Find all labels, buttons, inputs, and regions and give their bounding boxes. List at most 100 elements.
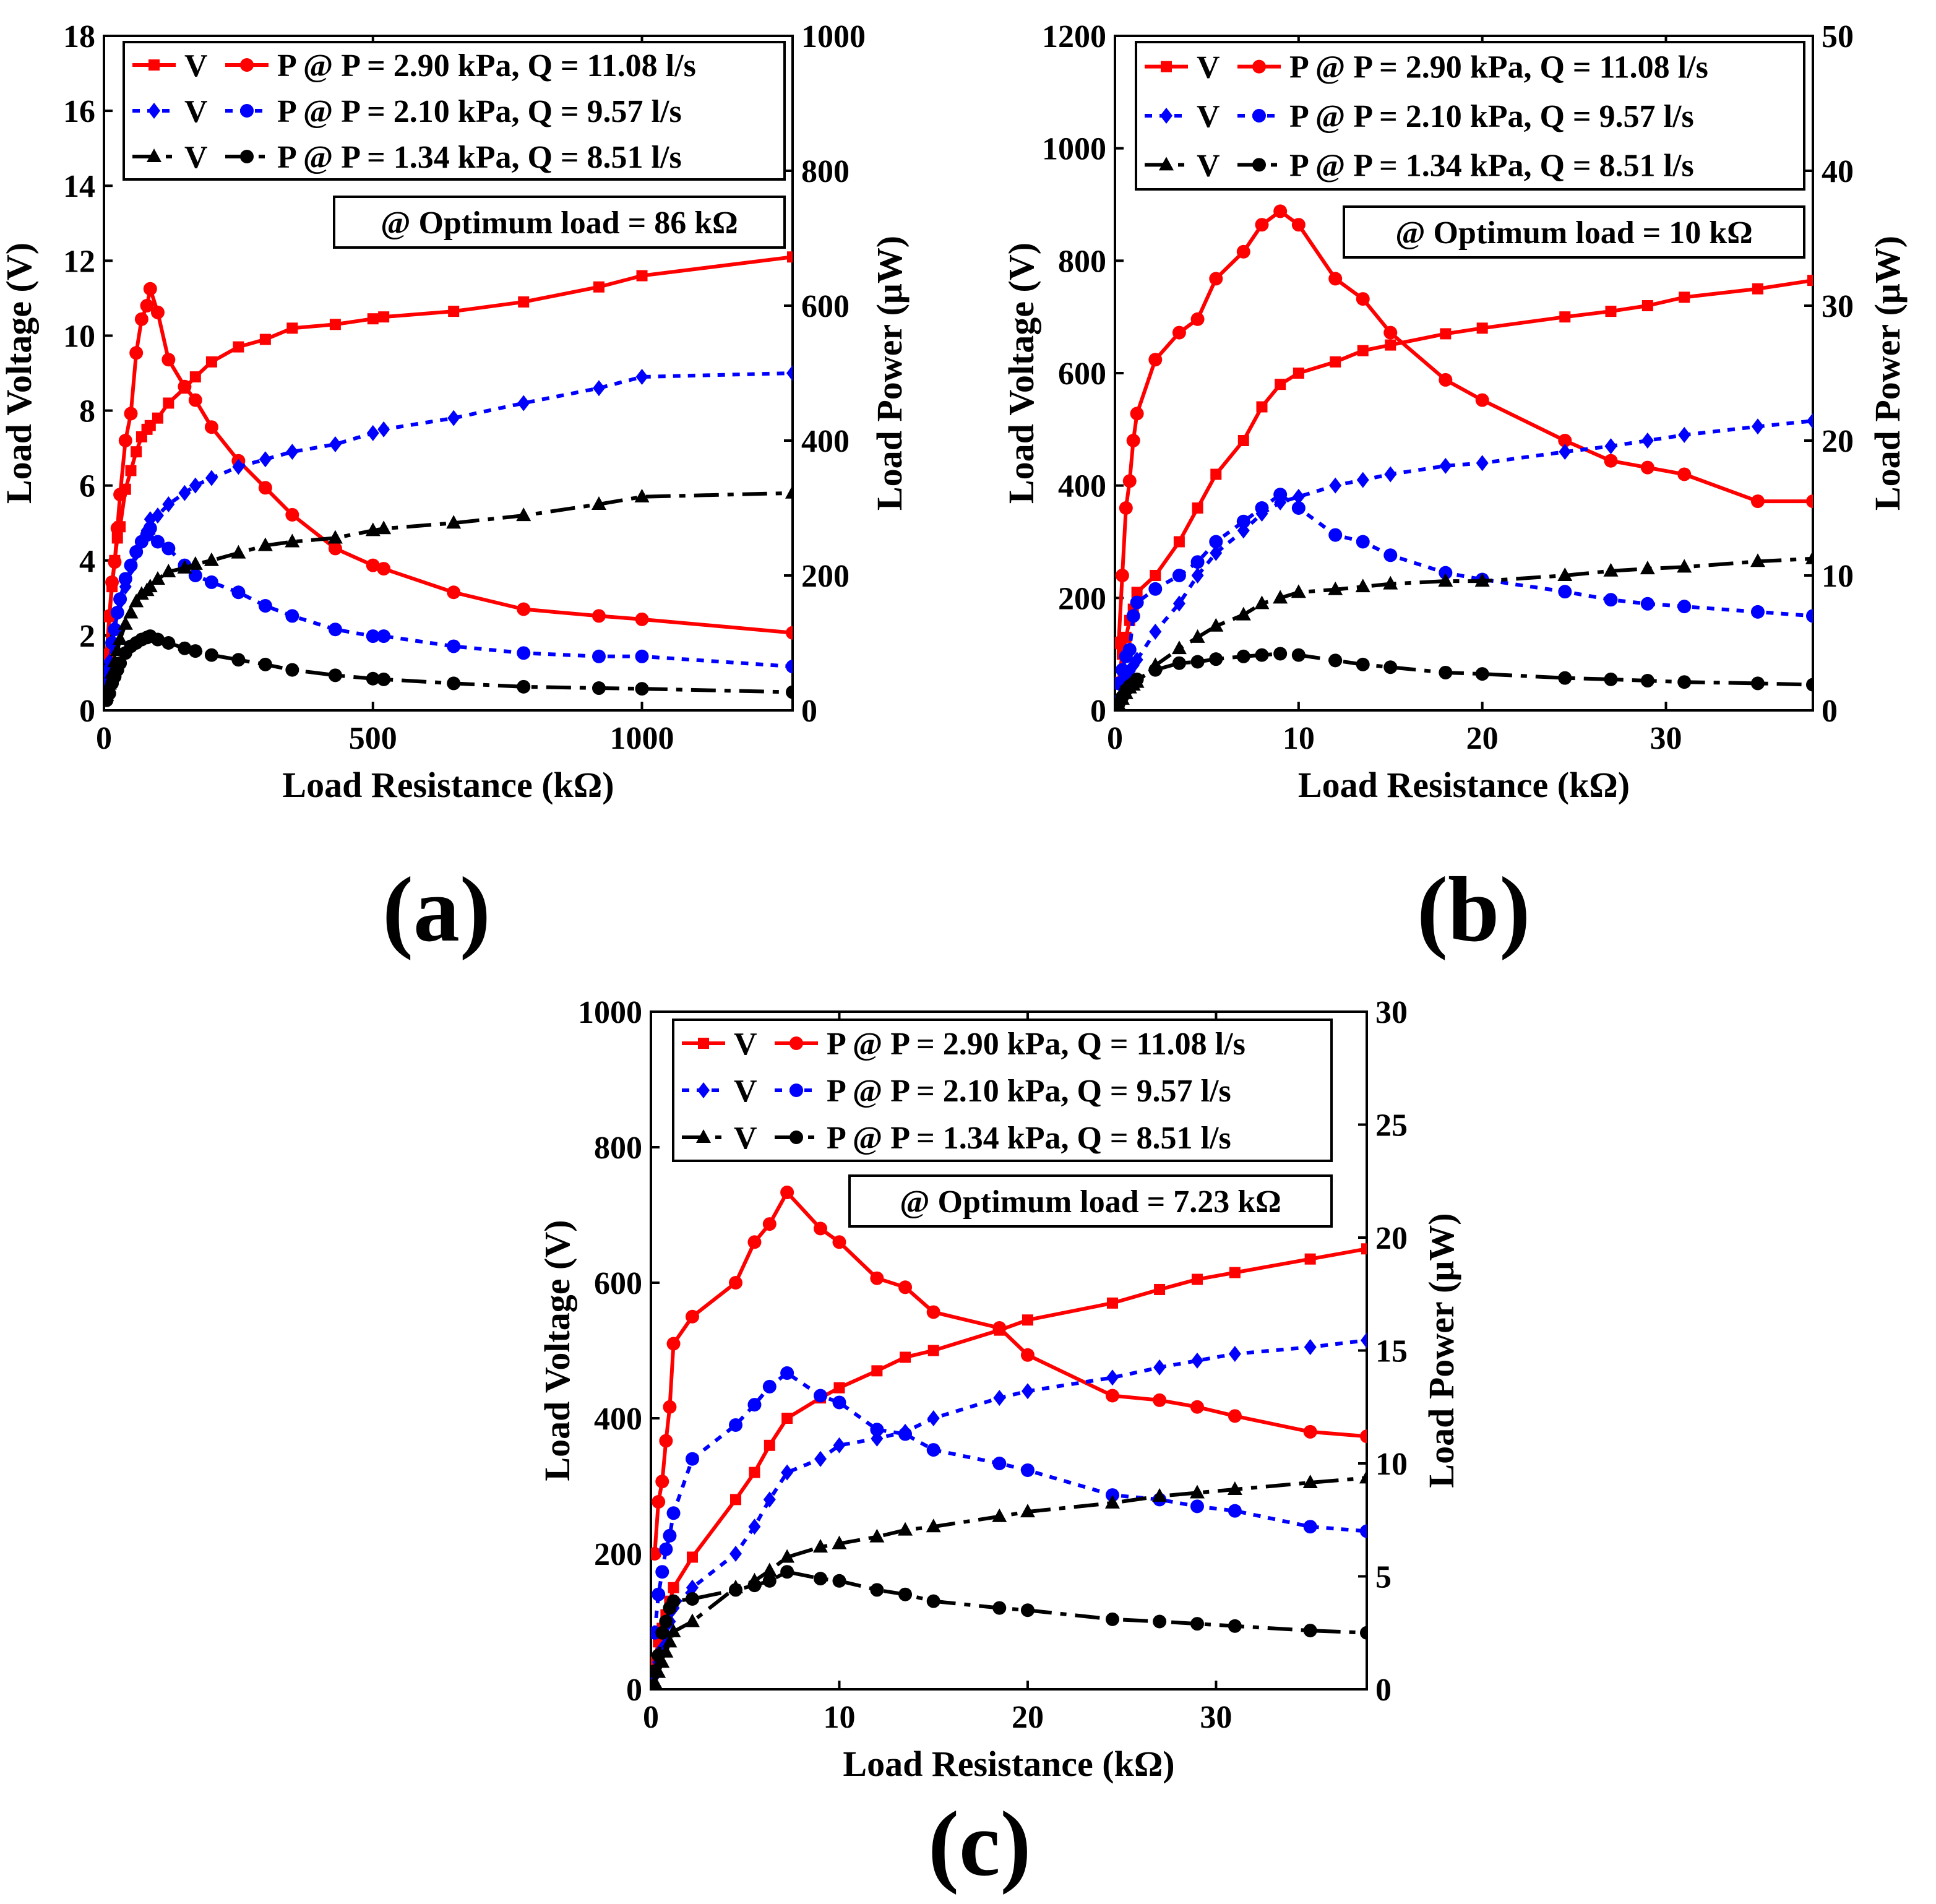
power-point-s1 — [635, 612, 649, 626]
power-point-s1 — [108, 555, 122, 569]
voltage-point-s3 — [231, 545, 246, 559]
voltage-point-s3 — [832, 1535, 847, 1549]
voltage-point-s1 — [1330, 356, 1341, 368]
voltage-point-s1 — [259, 334, 271, 345]
voltage-point-s2 — [786, 365, 793, 381]
power-point-s1 — [1303, 1424, 1317, 1439]
legend-marker-power — [789, 1036, 803, 1050]
legend-marker-voltage — [1161, 61, 1172, 72]
power-point-s2 — [1126, 609, 1140, 623]
power-point-s2 — [447, 639, 461, 653]
power-point-s3 — [659, 1614, 673, 1629]
y2-axis-label: Load Power (μW) — [869, 236, 910, 510]
voltage-point-s2 — [1384, 466, 1397, 483]
voltage-point-s1 — [378, 311, 390, 323]
power-point-s3 — [1190, 1617, 1204, 1631]
power-point-s1 — [1356, 292, 1370, 306]
legend-label-voltage: V — [1197, 50, 1220, 85]
power-point-s1 — [659, 1434, 673, 1448]
power-point-s1 — [1677, 467, 1692, 481]
power-point-s2 — [517, 646, 531, 660]
power-point-s1 — [134, 312, 148, 326]
voltage-point-s2 — [286, 444, 299, 460]
voltage-point-s2 — [686, 1579, 699, 1596]
power-point-s3 — [1228, 1619, 1242, 1633]
legend-label-voltage: V — [184, 48, 208, 84]
power-point-s3 — [592, 681, 606, 696]
voltage-point-s1 — [152, 412, 163, 424]
x-axis-label: Load Resistance (kΩ) — [282, 765, 614, 805]
power-point-s1 — [729, 1276, 743, 1290]
power-point-s1 — [1255, 218, 1269, 232]
y2-axis-label: Load Power (μW) — [1867, 236, 1908, 510]
y-tick-label: 8 — [79, 394, 95, 429]
x-tick-label: 30 — [1200, 1700, 1232, 1735]
voltage-point-s1 — [189, 371, 201, 383]
legend-label-power: P @ P = 2.10 kPa, Q = 9.57 l/s — [827, 1074, 1231, 1109]
y-axis-label: Load Voltage (V) — [537, 1220, 577, 1481]
voltage-point-s2 — [1356, 472, 1369, 488]
power-point-s1 — [161, 353, 176, 367]
y-tick-label: 0 — [626, 1673, 642, 1708]
y2-tick-label: 0 — [1375, 1673, 1392, 1708]
power-point-s1 — [366, 558, 380, 572]
voltage-point-s3 — [1359, 1470, 1367, 1484]
legend: V P @ P = 2.90 kPa, Q = 11.08 l/s V P @ P =… — [1135, 41, 1805, 191]
power-point-s1 — [129, 346, 144, 360]
voltage-point-s1 — [163, 397, 174, 409]
power-point-s1 — [651, 1547, 662, 1561]
plot-series-group — [104, 251, 793, 707]
power-point-s3 — [1750, 676, 1765, 691]
y2-tick-label: 800 — [801, 154, 850, 189]
voltage-point-s1 — [1131, 587, 1143, 598]
power-point-s2 — [685, 1452, 699, 1466]
power-point-s3 — [285, 663, 299, 677]
legend-marker-voltage — [1159, 157, 1174, 171]
power-point-s2 — [377, 629, 391, 644]
voltage-point-s1 — [1210, 468, 1222, 480]
voltage-point-s1 — [286, 322, 298, 334]
panel-label-a: (a) — [382, 858, 491, 961]
voltage-point-s2 — [232, 459, 245, 475]
power-point-s2 — [1148, 582, 1163, 596]
voltage-point-s2 — [162, 496, 175, 512]
power-point-s2 — [1020, 1463, 1035, 1477]
legend-entry-s3: V P @ P = 1.34 kPa, Q = 8.51 l/s — [132, 140, 682, 175]
power-point-s1 — [685, 1309, 699, 1324]
y-tick-label: 18 — [63, 19, 95, 54]
voltage-point-s3 — [150, 571, 165, 585]
legend-entry-s2: V P @ P = 2.10 kPa, Q = 9.57 l/s — [682, 1074, 1231, 1109]
chart-panel-b: 0 10 20 30 0 200 400 600 800 1000 1200 0 10 20 30 40 50 L… — [1001, 19, 1908, 805]
power-point-s1 — [447, 585, 461, 600]
voltage-point-s3 — [1254, 595, 1270, 610]
y-tick-label: 2 — [79, 619, 95, 654]
legend-marker-voltage — [147, 149, 161, 162]
voltage-point-s2 — [1149, 623, 1162, 640]
power-point-s2 — [1383, 548, 1398, 562]
voltage-point-s2 — [763, 1491, 776, 1508]
voltage-point-s2 — [1476, 455, 1489, 472]
power-point-s2 — [1190, 1499, 1204, 1514]
voltage-point-s3 — [1291, 584, 1306, 598]
power-point-s3 — [1172, 656, 1186, 670]
voltage-point-s2 — [1361, 1332, 1367, 1349]
voltage-point-s3 — [1383, 575, 1398, 590]
legend-entry-s3: V P @ P = 1.34 kPa, Q = 8.51 l/s — [682, 1121, 1231, 1156]
power-point-s3 — [832, 1574, 846, 1588]
legend-marker-power — [789, 1083, 803, 1097]
power-point-s3 — [652, 1648, 666, 1663]
legend-label-power: P @ P = 2.90 kPa, Q = 11.08 l/s — [1289, 50, 1708, 85]
voltage-point-s2 — [366, 424, 379, 441]
voltage-point-s3 — [1104, 1494, 1120, 1509]
voltage-point-s2 — [329, 436, 342, 453]
voltage-point-s3 — [992, 1508, 1007, 1522]
voltage-point-s2 — [1329, 477, 1342, 494]
voltage-point-s1 — [111, 532, 123, 544]
voltage-point-s2 — [1559, 444, 1572, 460]
voltage-line-s3 — [105, 491, 793, 696]
panel-label-c: (c) — [928, 1793, 1031, 1895]
y2-tick-label: 1000 — [801, 19, 866, 54]
power-point-s2 — [652, 1587, 666, 1601]
power-point-s1 — [1228, 1409, 1242, 1423]
power-point-s3 — [635, 682, 649, 696]
